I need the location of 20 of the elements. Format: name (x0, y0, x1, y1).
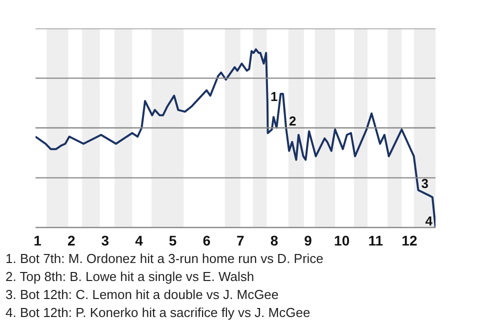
x-tick-label: 7 (236, 232, 245, 248)
text: 2. Top 8th: B. Lowe hit a single vs E. Walsh (6, 269, 254, 284)
text: 1. Bot 7th: M. Ordonez hit a 3-run home run vs D. Price (6, 251, 324, 266)
x-tick-label: 8 (270, 232, 278, 248)
x-tick-label: 9 (304, 232, 312, 248)
annotation: 1 (270, 88, 278, 104)
annotation: 2 (289, 114, 296, 129)
x-tick-label: 3 (101, 232, 110, 248)
annotation: 4 (425, 214, 434, 228)
annotation: 3 (421, 176, 428, 192)
x-tick-label: 12 (402, 232, 418, 248)
text: 4. Bot 12th: P. Konerko hit a sacrifice fly vs J. McGee (6, 305, 310, 320)
x-tick-label: 2 (67, 232, 76, 248)
x-tick-label: 5 (168, 232, 177, 248)
x-tick-label: 4 (135, 232, 144, 248)
x-tick-label: 6 (202, 232, 211, 248)
x-tick-label: 1 (34, 232, 42, 248)
x-tick-label: 11 (368, 232, 384, 248)
text: 3. Bot 12th: C. Lemon hit a double vs J. McGee (6, 287, 279, 302)
x-tick-label: 10 (334, 232, 350, 248)
